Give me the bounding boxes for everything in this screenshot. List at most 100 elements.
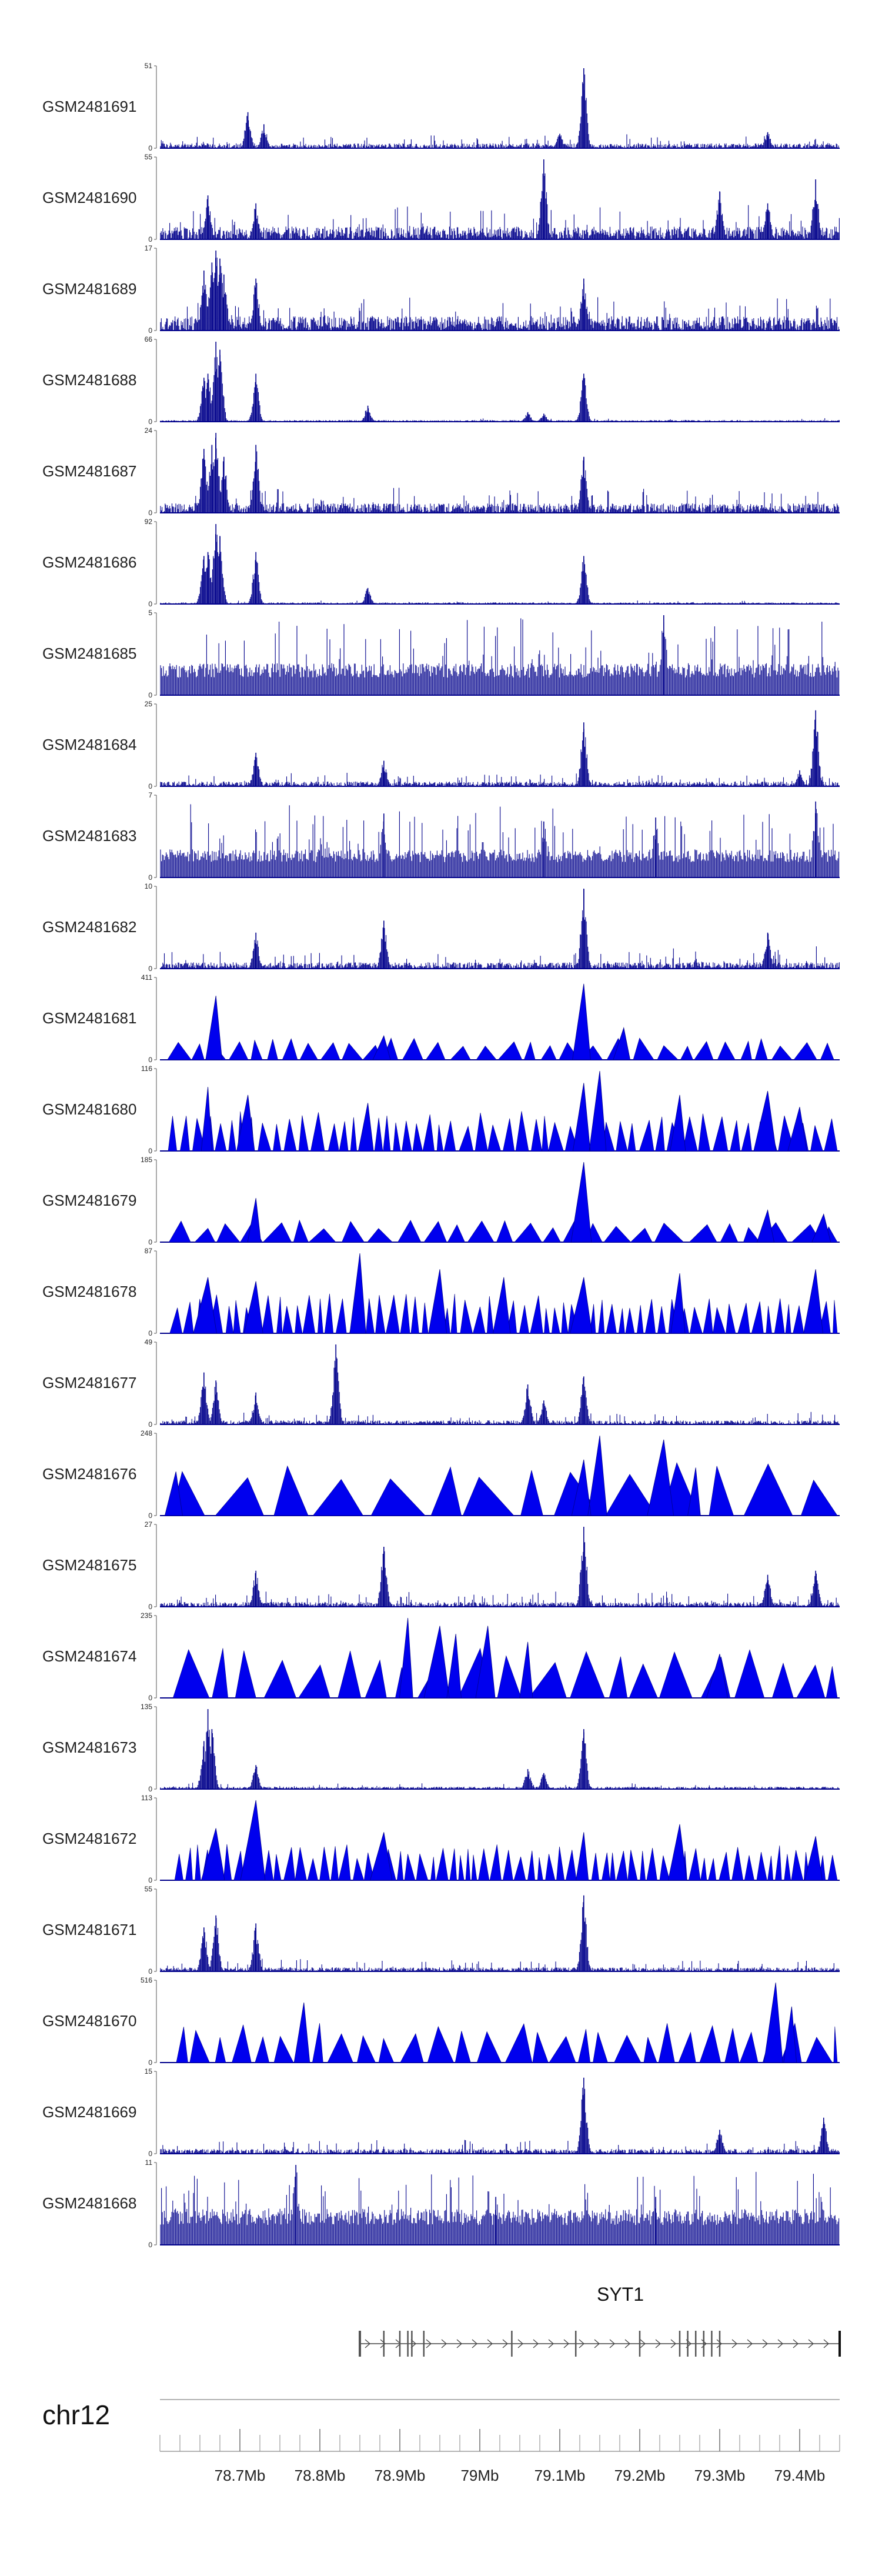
signal-bars [160,438,840,513]
axis-tick-label: 79.1Mb [534,2467,586,2484]
axis-minor-ticks [159,2435,840,2451]
y-min-label: 0 [148,1785,152,1793]
track-label: GSM2481680 [42,1100,136,1118]
track-label: GSM2481668 [42,2194,136,2212]
signal-peak-spikes [207,159,816,239]
y-min-label: 0 [148,1147,152,1155]
y-max-label: 55 [145,1885,153,1893]
axis-tick-label: 79Mb [460,2467,499,2484]
signal-peak-spikes [255,889,769,969]
signal-tracks: GSM2481691510GSM2481690550GSM2481689170G… [42,62,840,2249]
y-max-label: 17 [145,244,153,252]
y-min-label: 0 [148,1967,152,1976]
y-max-label: 11 [145,2158,153,2167]
y-min-label: 0 [148,1511,152,1520]
signal-track-GSM2481675: GSM2481675 27 0 [42,1520,840,1611]
signal-bars [160,711,840,786]
track-label: GSM2481678 [42,1283,136,1300]
y-max-label: 92 [145,518,153,526]
signal-track-GSM2481685: GSM2481685 5 0 [42,609,840,699]
signal-bars [160,804,840,877]
strand-chevrons [365,2339,829,2348]
signal-peak-spikes [203,251,584,331]
signal-bars [160,618,840,695]
signal-track-GSM2481669: GSM2481669 15 0 [42,2067,840,2158]
signal-track-GSM2481683: GSM2481683 7 0 [42,791,840,882]
signal-peak-spikes [255,710,816,786]
gene-annotation-track: SYT1 [359,2284,841,2357]
y-min-label: 0 [148,2241,152,2249]
signal-peak-spikes [583,2077,824,2154]
signal-peak-spikes [247,68,769,148]
track-label: GSM2481674 [42,1647,136,1665]
track-label: GSM2481682 [42,918,136,936]
axis-tick-label: 78.9Mb [375,2467,426,2484]
signal-track-GSM2481671: GSM2481671 55 0 [42,1885,840,1976]
track-label: GSM2481684 [42,736,136,753]
gene-exon [703,2331,705,2357]
signal-bars [160,889,840,969]
y-min-label: 0 [148,782,152,790]
gene-exon [383,2331,385,2357]
y-max-label: 24 [145,426,153,435]
y-min-label: 0 [148,1056,152,1064]
signal-peaks [293,1982,797,2063]
y-min-label: 0 [148,691,152,699]
y-min-label: 0 [148,418,152,426]
signal-track-GSM2481672: GSM2481672 113 0 [42,1794,840,1884]
y-min-label: 0 [148,326,152,335]
gene-exon [359,2331,361,2357]
track-label: GSM2481687 [42,462,136,480]
y-max-label: 7 [148,791,152,799]
signal-track-GSM2481681: GSM2481681 411 0 [42,973,840,1064]
signal-peak-spikes [203,433,584,513]
track-label: GSM2481676 [42,1465,136,1483]
track-label: GSM2481670 [42,2012,136,2030]
y-min-label: 0 [148,1238,152,1246]
track-label: GSM2481690 [42,189,136,206]
signal-area [172,1647,838,1699]
gene-exon [511,2331,513,2357]
axis-tick-label: 78.7Mb [215,2467,266,2484]
track-label: GSM2481686 [42,553,136,571]
signal-area [168,1219,838,1243]
signal-peak-spikes [203,524,584,604]
signal-peaks [247,1162,831,1243]
gene-exon [574,2331,577,2357]
y-max-label: 235 [141,1611,152,1620]
signal-bars [160,1542,840,1607]
signal-peak-spikes [203,342,584,422]
y-max-label: 55 [145,153,153,161]
signal-track-GSM2481674: GSM2481674 235 0 [42,1611,840,1702]
y-max-label: 113 [141,1794,152,1802]
gene-exon [719,2331,721,2357]
y-min-label: 0 [148,1603,152,1611]
signal-track-GSM2481689: GSM2481689 17 0 [42,244,840,335]
gene-exon [687,2331,689,2357]
gene-exon [679,2331,681,2357]
y-min-label: 0 [148,873,152,882]
signal-track-GSM2481677: GSM2481677 49 0 [42,1338,840,1429]
signal-bars [160,1902,840,1971]
signal-peak-spikes [295,2165,656,2245]
axis-tick-label: 78.8Mb [295,2467,346,2484]
y-max-label: 248 [141,1429,152,1437]
track-label: GSM2481672 [42,1830,136,1847]
track-label: GSM2481677 [42,1374,136,1392]
y-max-label: 5 [148,609,152,617]
gene-exon [411,2331,413,2357]
signal-track-GSM2481673: GSM2481673 135 0 [42,1703,840,1793]
signal-track-GSM2481676: GSM2481676 248 0 [42,1429,840,1520]
gene-exon [838,2331,841,2357]
signal-bars [160,2170,840,2245]
gene-exon [639,2331,641,2357]
signal-area [171,1462,838,1516]
signal-peak-spikes [203,1895,584,1971]
signal-bars [160,534,840,604]
signal-peak-spikes [383,801,816,877]
track-label: GSM2481675 [42,1556,136,1574]
signal-track-GSM2481678: GSM2481678 87 0 [42,1247,840,1337]
gene-exon [694,2331,697,2357]
y-max-label: 116 [141,1065,152,1073]
y-max-label: 135 [141,1703,152,1711]
